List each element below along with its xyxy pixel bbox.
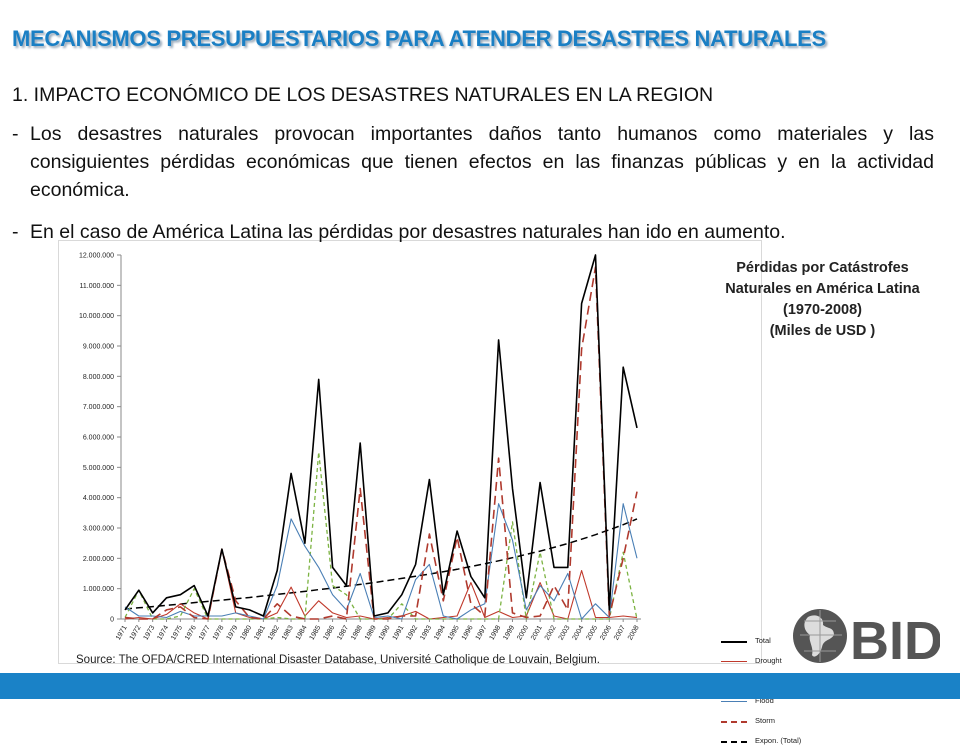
globe-logo-icon: BID [793, 609, 943, 671]
x-tick-label: 2007 [613, 624, 627, 641]
legend-swatch [721, 741, 747, 743]
x-tick-label: 2002 [544, 624, 558, 641]
loss-line-chart: 0 1.000.000 2.000.000 3.000.000 4.000.000 5.0… [79, 253, 641, 641]
x-tick-label: 1977 [198, 624, 212, 641]
chart-caption-line: (1970-2008) [783, 302, 862, 318]
legend-swatch [721, 641, 747, 643]
y-tick-label: 5.000.000 [83, 465, 114, 472]
chart-caption: Pérdidas por Catástrofes Naturales en Am… [700, 258, 945, 342]
legend-swatch [721, 661, 747, 662]
x-tick-label: 1999 [502, 624, 516, 641]
y-tick-label: 2.000.000 [83, 556, 114, 563]
logo-text: BID [850, 611, 940, 667]
x-tick-label: 2003 [558, 624, 572, 641]
series-line-expon-total [124, 518, 638, 610]
legend-swatch [721, 701, 747, 702]
x-tick-label: 2004 [572, 624, 586, 641]
x-tick-label: 1996 [461, 624, 475, 641]
x-tick-label: 1978 [212, 624, 226, 641]
bullet-paragraph-2: - En el caso de América Latina las pérdi… [12, 218, 934, 246]
y-tick-label: 10.000.000 [79, 313, 114, 320]
series-line-earthquake [124, 451, 638, 620]
slide-title: MECANISMOS PRESUPUESTARIOS PARA ATENDER … [12, 26, 826, 51]
legend-swatch [721, 721, 747, 723]
x-tick-label: 1971 [115, 624, 129, 641]
x-tick-label: 1972 [129, 624, 143, 641]
bullet-marker: - [12, 123, 19, 145]
x-tick-label: 1991 [392, 624, 406, 641]
legend-item: Drought [721, 656, 841, 670]
x-tick-label: 1985 [309, 624, 323, 641]
x-tick-label: 1975 [170, 624, 184, 641]
y-tick-label: 6.000.000 [83, 435, 114, 442]
x-tick-label: 1995 [447, 624, 461, 641]
y-tick-label: 0 [110, 617, 114, 624]
x-tick-label: 1998 [489, 624, 503, 641]
chart-panel: 0 1.000.000 2.000.000 3.000.000 4.000.000 5.0… [58, 240, 801, 745]
x-tick-label: 1979 [226, 624, 240, 641]
footer-bar [0, 673, 960, 699]
y-tick-label: 1.000.000 [83, 586, 114, 593]
chart-caption-line: Pérdidas por Catástrofes [736, 260, 909, 276]
legend-item: Expon. (Total) [721, 736, 841, 750]
x-tick-label: 1994 [433, 624, 447, 641]
x-tick-label: 1974 [156, 624, 170, 641]
x-tick-label: 1984 [295, 624, 309, 641]
chart-caption-line: Naturales en América Latina [725, 281, 920, 297]
y-tick-label: 12.000.000 [79, 253, 114, 260]
series-line-drought [124, 548, 638, 620]
bullet-text-2: En el caso de América Latina las pérdida… [30, 221, 786, 243]
y-tick-label: 3.000.000 [83, 526, 114, 533]
legend-label: Total [755, 636, 771, 645]
x-tick-label: 2001 [530, 624, 544, 641]
bullet-paragraph-1: - Los desastres naturales provocan impor… [12, 120, 934, 204]
x-tick-label: 1982 [267, 624, 281, 641]
legend-item: Flood [721, 696, 841, 710]
x-tick-label: 1986 [322, 624, 336, 641]
legend-item: Total [721, 636, 841, 650]
x-tick-label: 1981 [253, 624, 267, 641]
legend-label: Drought [755, 656, 782, 665]
bid-logo: BID [790, 605, 943, 671]
bullet-text-1: Los desastres naturales provocan importa… [30, 123, 934, 201]
x-tick-label: 2006 [599, 624, 613, 641]
x-tick-label: 1993 [419, 624, 433, 641]
series-line-total [124, 254, 638, 617]
legend-label: Expon. (Total) [755, 736, 802, 745]
series-line-storm [124, 266, 638, 620]
section-subtitle: 1. IMPACTO ECONÓMICO DE LOS DESASTRES NA… [12, 84, 714, 106]
x-tick-label: 1988 [350, 624, 364, 641]
x-tick-label: 1973 [143, 624, 157, 641]
x-tick-label: 2000 [516, 624, 530, 641]
x-tick-label: 2008 [627, 624, 641, 641]
bullet-marker: - [12, 221, 19, 243]
x-tick-label: 1992 [405, 624, 419, 641]
x-tick-label: 1989 [364, 624, 378, 641]
y-tick-label: 8.000.000 [83, 374, 114, 381]
x-tick-label: 1997 [475, 624, 489, 641]
y-tick-label: 11.000.000 [79, 283, 114, 290]
y-tick-label: 7.000.000 [83, 404, 114, 411]
x-tick-label: 1980 [239, 624, 253, 641]
legend-item: Storm [721, 716, 841, 730]
chart-source-note: Source: The OFDA/CRED International Disa… [76, 654, 600, 666]
x-tick-label: 1983 [281, 624, 295, 641]
y-tick-label: 4.000.000 [83, 495, 114, 502]
x-tick-label: 1987 [336, 624, 350, 641]
series-line-flood [124, 503, 638, 620]
y-tick-label: 9.000.000 [83, 344, 114, 351]
legend-label: Flood [755, 696, 774, 705]
x-tick-label: 1976 [184, 624, 198, 641]
legend-label: Storm [755, 716, 776, 725]
x-tick-label: 2005 [585, 624, 599, 641]
chart-caption-line: (Miles de USD ) [769, 323, 876, 339]
x-tick-label: 1990 [378, 624, 392, 641]
